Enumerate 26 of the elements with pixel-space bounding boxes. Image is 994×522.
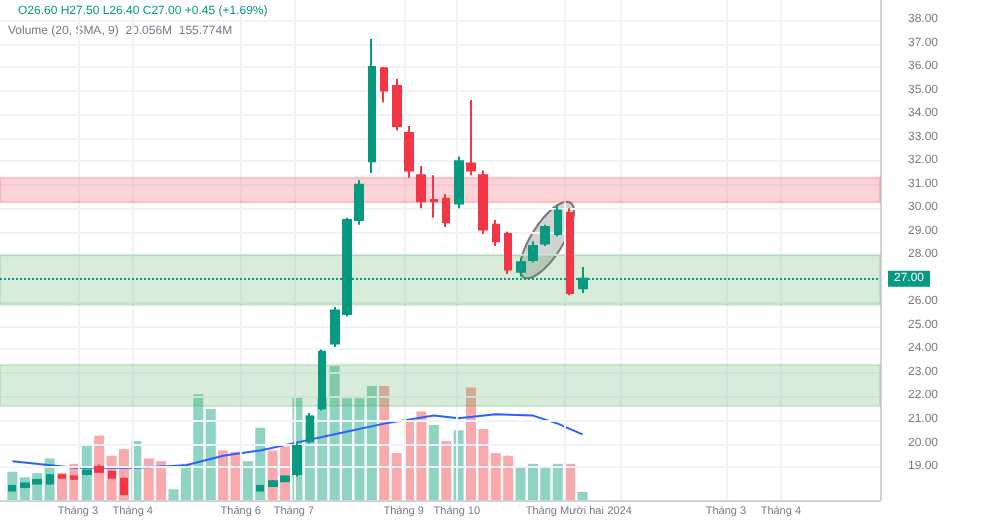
- candlestick: [94, 463, 104, 474]
- candlestick: [380, 66, 388, 104]
- candlestick: [566, 207, 574, 297]
- candlestick: [58, 473, 66, 480]
- candlestick: [430, 174, 438, 219]
- candlestick: [528, 240, 538, 264]
- candlestick: [416, 164, 426, 210]
- candlestick: [368, 37, 376, 174]
- candlestick: [454, 155, 464, 210]
- candlestick: [554, 204, 562, 238]
- candlestick: [46, 473, 54, 486]
- candlestick: [540, 223, 550, 247]
- candlestick: [108, 469, 116, 480]
- candlestick: [478, 169, 488, 236]
- bar: [441, 441, 452, 500]
- candlestick: [256, 483, 264, 493]
- candlestick: [70, 474, 78, 481]
- candlestick: [466, 99, 476, 177]
- candlestick: [392, 77, 402, 132]
- candlestick: [82, 468, 92, 477]
- candlestick: [504, 230, 512, 276]
- bar: [577, 491, 588, 500]
- candlestick: [442, 193, 450, 229]
- candlestick: [404, 124, 414, 179]
- bar: [428, 424, 439, 500]
- candlestick: [492, 219, 500, 247]
